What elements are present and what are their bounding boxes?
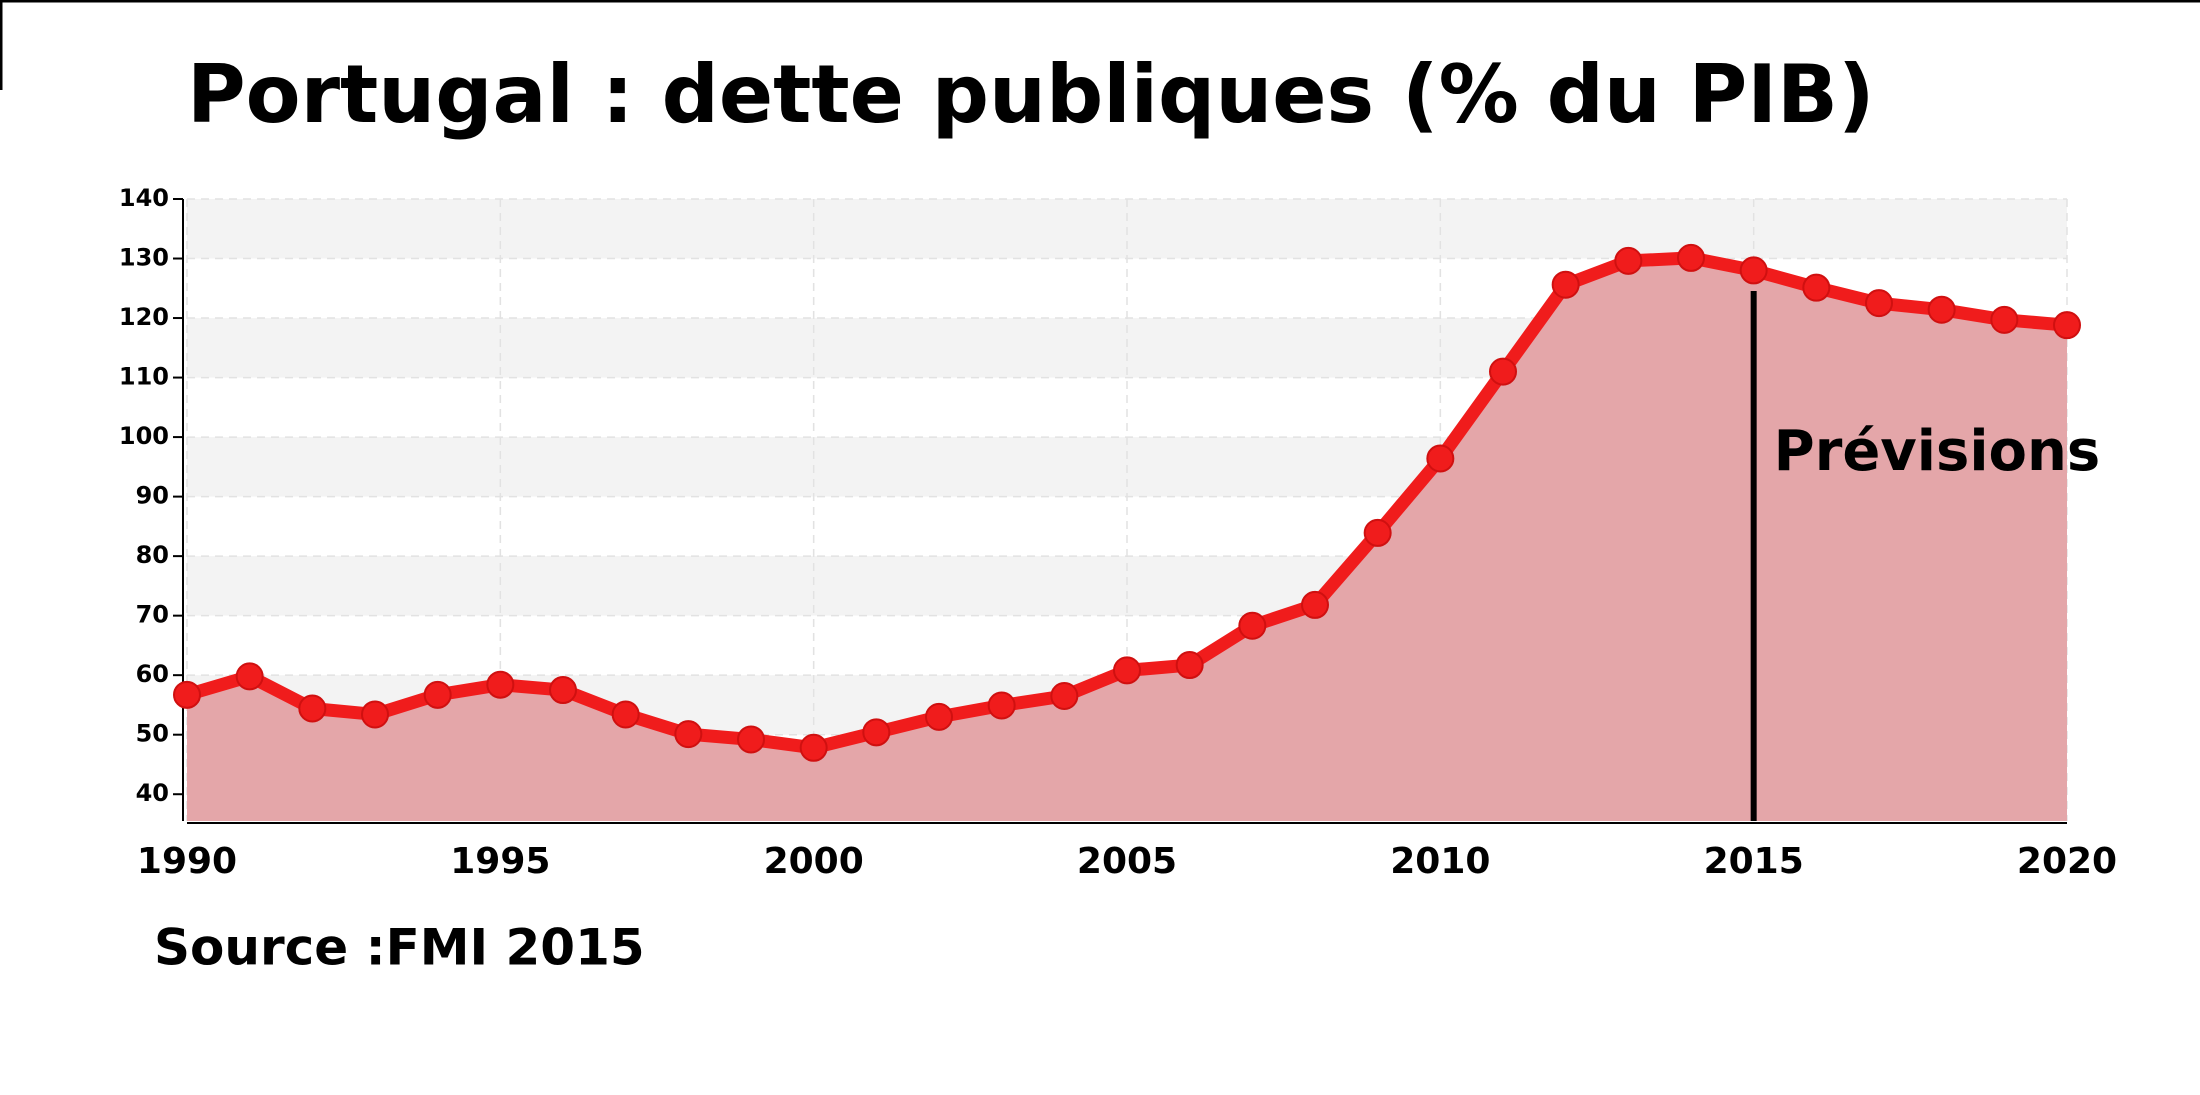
- plot-area: 40 50 60 70 80 90 100 110 120 130 140 1990 1995 2000 2…: [119, 184, 2117, 882]
- y-tick-label: 60: [136, 660, 169, 688]
- x-tick-label: 2015: [1704, 841, 1804, 882]
- marker: [235, 662, 264, 691]
- marker: [486, 670, 515, 699]
- marker: [611, 700, 640, 729]
- marker: [1050, 682, 1079, 711]
- marker: [549, 676, 577, 705]
- area: [187, 257, 2067, 821]
- marker: [1113, 656, 1141, 685]
- marker: [173, 680, 201, 709]
- y-tick-label: 130: [119, 244, 169, 272]
- y-tick-label: 40: [136, 779, 169, 807]
- x-tick-label: 2020: [2017, 841, 2117, 882]
- marker: [1301, 590, 1329, 619]
- marker: [1426, 444, 1455, 473]
- annotation-label: Prévisions: [1774, 419, 2101, 484]
- y-tick-label: 110: [119, 363, 169, 391]
- y-tick-label: 50: [136, 720, 169, 748]
- marker: [2053, 311, 2081, 340]
- marker: [298, 694, 327, 723]
- marker: [1990, 305, 2019, 334]
- y-tick-label: 100: [119, 422, 169, 450]
- marker: [1802, 273, 1831, 302]
- marker: [1927, 295, 1956, 324]
- marker: [737, 725, 765, 754]
- y-tick-label: 90: [136, 482, 169, 510]
- marker: [423, 680, 452, 709]
- y-tick-label: 70: [136, 601, 169, 629]
- marker: [987, 691, 1016, 720]
- y-tick-label: 140: [119, 184, 169, 212]
- x-tick-label: 1990: [137, 841, 237, 882]
- marker: [1614, 246, 1643, 275]
- source-note: Source :FMI 2015: [154, 919, 645, 977]
- x-tick-label: 2010: [1390, 841, 1490, 882]
- marker: [1739, 256, 1768, 285]
- x-tick-label: 1995: [450, 841, 550, 882]
- marker: [925, 702, 953, 731]
- marker: [1489, 357, 1517, 386]
- marker: [1238, 611, 1267, 640]
- chart-title: Portugal : dette publiques (% du PIB): [187, 48, 1875, 141]
- marker: [674, 720, 703, 749]
- marker: [361, 700, 389, 729]
- marker: [1551, 270, 1580, 299]
- marker: [1865, 289, 1893, 318]
- marker: [1363, 518, 1392, 547]
- y-tick-label: 120: [119, 303, 169, 331]
- x-tick-label: 2005: [1077, 841, 1177, 882]
- marker: [799, 733, 828, 762]
- x-tick-label: 2000: [764, 841, 864, 882]
- marker: [862, 718, 891, 747]
- y-tick-label: 80: [136, 541, 169, 569]
- marker: [1677, 243, 1705, 272]
- marker: [1175, 651, 1204, 680]
